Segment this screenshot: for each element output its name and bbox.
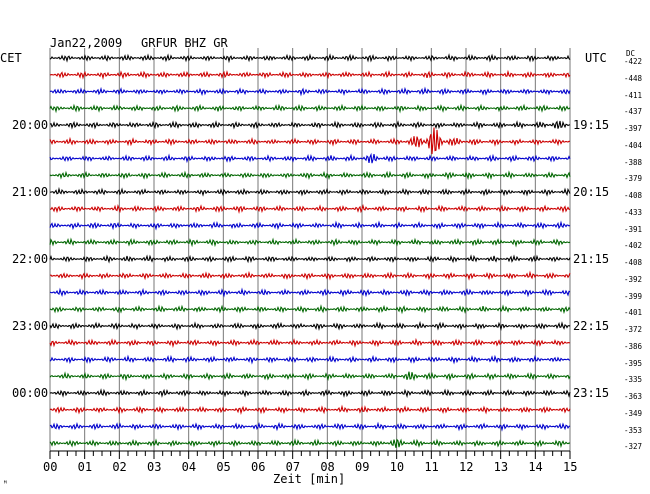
dc-offset-label: -392	[624, 274, 643, 284]
seismic-trace-0	[49, 53, 571, 64]
seismic-trace-1	[49, 69, 571, 81]
seismic-trace-15	[49, 304, 571, 315]
left-time-label: 21:00	[12, 185, 49, 199]
x-axis-label: Zeit [min]	[273, 472, 346, 486]
seismic-trace-17	[49, 337, 571, 348]
seismic-trace-6	[49, 152, 571, 164]
seismic-trace-9	[49, 203, 571, 214]
x-tick-label: 11	[424, 460, 439, 474]
x-tick-label: 15	[563, 460, 578, 474]
left-time-label: 23:00	[12, 319, 49, 333]
x-tick-label: 02	[112, 460, 127, 474]
x-tick-label: 07	[285, 460, 301, 474]
right-time-label: 23:15	[573, 386, 610, 400]
dc-offset-label: -399	[624, 291, 643, 301]
x-tick-label: 08	[320, 460, 335, 474]
x-tick-label: 12	[459, 460, 474, 474]
x-tick-label: 13	[493, 460, 509, 474]
corner-mark: ᴹ	[3, 479, 8, 488]
seismic-trace-12	[49, 254, 571, 264]
dc-offset-label: -402	[624, 241, 643, 251]
seismic-trace-20	[49, 388, 571, 399]
dc-offset-label: -448	[624, 73, 643, 83]
date-label: Jan22,2009	[50, 36, 123, 50]
seismic-trace-21	[49, 404, 571, 415]
x-tick-label: 01	[77, 460, 93, 474]
dc-offset-label: -408	[624, 258, 643, 267]
seismic-trace-8	[49, 186, 571, 197]
seismic-trace-18	[49, 354, 571, 365]
seismic-trace-11	[49, 237, 571, 248]
seismic-trace-10	[49, 220, 571, 231]
dc-offset-label: -353	[624, 425, 643, 435]
dc-offset-label: -349	[624, 408, 643, 418]
dc-label: DC	[626, 49, 636, 58]
dc-offset-label: -363	[624, 392, 643, 401]
seismic-trace-5	[49, 127, 571, 155]
dc-offset-label: -327	[624, 442, 643, 452]
right-timezone-label: UTC	[585, 51, 607, 65]
dc-offset-label: -404	[624, 140, 643, 150]
seismic-trace-7	[49, 170, 571, 181]
x-tick-label: 04	[181, 460, 197, 474]
left-time-label: 00:00	[12, 386, 49, 400]
x-tick-label: 05	[216, 460, 231, 474]
dc-offset-label: -408	[624, 191, 643, 200]
dc-offset-label: -397	[624, 124, 643, 133]
dc-offset-label: -395	[624, 358, 643, 368]
seismic-trace-4	[49, 120, 571, 130]
seismic-trace-14	[49, 287, 571, 298]
dc-offset-label: -379	[624, 174, 643, 184]
dc-offset-label: -391	[624, 224, 643, 234]
dc-offset-label: -401	[624, 308, 643, 318]
dc-offset-label: -422	[624, 57, 643, 66]
dc-offset-label: -437	[624, 107, 643, 117]
x-tick-label: 10	[389, 460, 405, 474]
right-time-label: 19:15	[573, 118, 610, 132]
x-tick-label: 06	[251, 460, 266, 474]
x-tick-label: 09	[355, 460, 370, 474]
dc-offset-label: -388	[624, 157, 643, 167]
dc-offset-label: -386	[624, 341, 643, 351]
seismic-trace-16	[49, 320, 571, 332]
left-time-label: 22:00	[12, 252, 49, 266]
x-tick-label: 00	[43, 460, 58, 474]
seismic-trace-13	[49, 270, 571, 281]
right-time-label: 20:15	[573, 185, 610, 199]
x-tick-label: 14	[528, 460, 543, 474]
dc-offset-label: -372	[624, 325, 643, 334]
left-timezone-label: CET	[0, 51, 22, 65]
seismic-trace-22	[49, 421, 571, 432]
dc-offset-label: -335	[624, 375, 643, 385]
seismic-trace-2	[49, 86, 571, 97]
seismic-trace-23	[49, 437, 571, 449]
dc-offset-label: -433	[624, 207, 643, 217]
dc-offset-label: -411	[624, 90, 643, 100]
right-time-label: 21:15	[573, 252, 610, 266]
right-time-label: 22:15	[573, 319, 610, 333]
seismic-trace-3	[49, 103, 571, 114]
x-tick-label: 03	[147, 460, 162, 474]
station-label: GRFUR BHZ GR	[141, 36, 228, 50]
seismic-trace-19	[49, 371, 571, 382]
left-time-label: 20:00	[12, 118, 49, 132]
